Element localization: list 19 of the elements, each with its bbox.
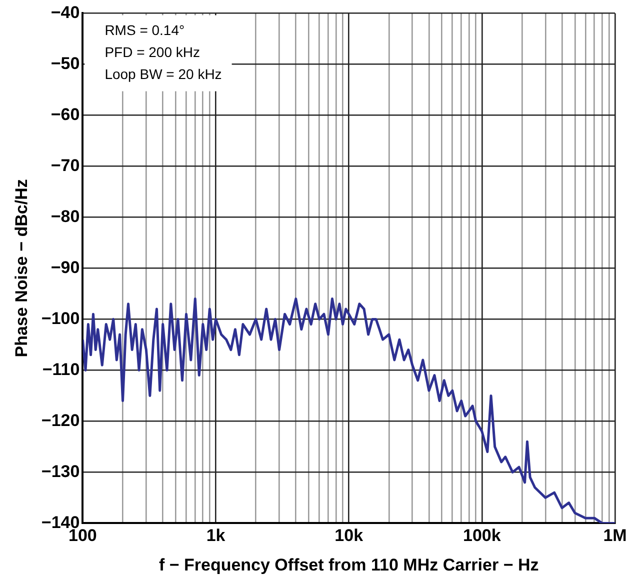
- y-tick-label: −60: [50, 104, 80, 124]
- y-axis-title: Phase Noise − dBc/Hz: [12, 179, 31, 358]
- x-tick-label: 1M: [603, 526, 627, 546]
- x-tick-label: 100k: [463, 526, 502, 546]
- y-tick-label: −130: [41, 462, 80, 481]
- y-tick-label: −80: [50, 206, 80, 226]
- annotation: RMS = 0.14°: [104, 22, 185, 38]
- y-tick-label: −90: [50, 258, 80, 277]
- x-axis-title: f − Frequency Offset from 110 MHz Carrier − Hz: [158, 555, 539, 574]
- y-tick-label: −120: [41, 410, 80, 430]
- y-tick-label: −40: [50, 2, 80, 22]
- y-tick-label: −100: [41, 308, 80, 328]
- x-tick-label: 1k: [206, 526, 226, 546]
- annotation: Loop BW = 20 kHz: [104, 66, 222, 82]
- y-tick-label: −70: [50, 156, 80, 175]
- x-tick-label: 10k: [334, 526, 364, 546]
- annotation: PFD = 200 kHz: [104, 44, 200, 60]
- y-tick-label: −110: [42, 360, 80, 379]
- y-tick-label: −50: [50, 54, 80, 73]
